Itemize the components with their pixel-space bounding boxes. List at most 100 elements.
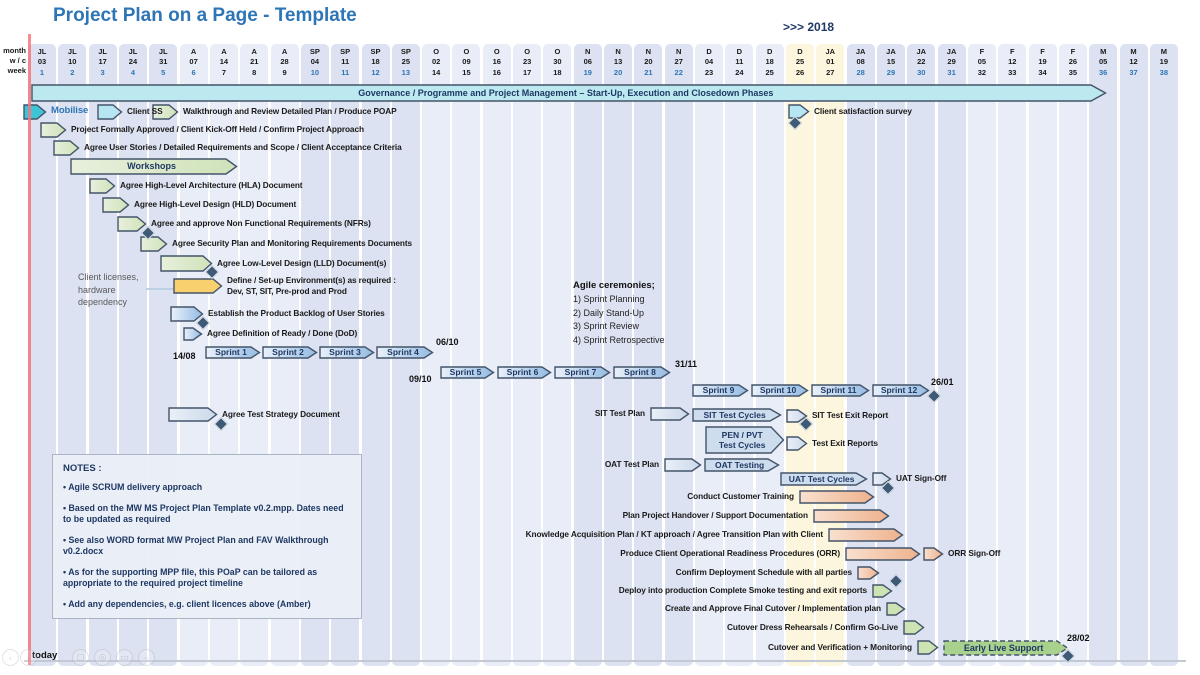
task-label-lld: Agree Low-Level Design (LLD) Document(s) [217, 257, 387, 268]
task-label-user-stories: Agree User Stories / Detailed Requiremen… [84, 142, 402, 152]
week-number: 17 [522, 68, 532, 77]
date-label: 28/02 [1067, 633, 1090, 643]
week-column-34: F 19 34 [1028, 44, 1057, 666]
oat-test-plan-arrow-shape [664, 458, 702, 472]
task-label-sprint-7: Sprint 7 [564, 367, 597, 378]
oat-testing-arrow-shape [704, 458, 780, 472]
week-column-23: D 04 23 [695, 44, 724, 666]
month-label: F [979, 47, 985, 56]
date-label: 29 [947, 57, 956, 66]
task-bar-sprint-6: Sprint 6 [497, 366, 552, 379]
viewer-nav-next-icon[interactable]: › [20, 649, 37, 666]
date-label: 06 [583, 57, 592, 66]
task-label-oat-testing: OAT Testing [714, 459, 765, 470]
viewer-zoom-icon[interactable]: ◎ [94, 649, 111, 666]
governance-arrow-shape [31, 84, 1107, 102]
final-cutover-plan-arrow-shape [886, 602, 906, 616]
dor-dod-arrow-shape [183, 327, 203, 341]
agile-ceremonies-note: Agile ceremonies; 1) Sprint Planning 2) D… [573, 280, 665, 347]
test-exit-reports-arrow-shape [786, 436, 808, 451]
month-label: M [1160, 47, 1167, 56]
date-label: 22 [917, 57, 926, 66]
week-number: 10 [310, 68, 320, 77]
month-label: SP [370, 47, 381, 56]
task-bar-final-cutover-plan [886, 602, 906, 616]
month-label: O [524, 47, 531, 56]
task-label-sprint-6: Sprint 6 [506, 367, 539, 378]
today-marker-line [28, 34, 31, 665]
week-number: 4 [130, 68, 136, 77]
week-column-38: M 19 38 [1149, 44, 1178, 666]
week-number: 24 [735, 68, 744, 77]
week-column-32: F 05 32 [967, 44, 996, 666]
task-label-sprint-2: Sprint 2 [272, 347, 304, 358]
week-column-25: D 18 25 [755, 44, 784, 666]
viewer-minimize-icon[interactable]: − [138, 649, 155, 666]
week-number: 9 [282, 68, 287, 77]
week-number: 28 [856, 68, 865, 77]
environments-arrow-shape [173, 278, 223, 294]
task-label-sprint-8: Sprint 8 [624, 367, 656, 378]
date-label: 13 [613, 57, 623, 66]
month-label: N [676, 47, 682, 56]
task-bar-product-backlog [170, 306, 204, 322]
week-column-24: D 11 24 [725, 44, 754, 666]
notes-panel: NOTES : • Agile SCRUM delivery approach •… [52, 454, 362, 619]
task-bar-sprint-12: Sprint 12 [872, 384, 930, 397]
sprint-8-arrow-shape [613, 366, 671, 379]
month-label: O [554, 47, 561, 56]
agile-ceremonies-title: Agile ceremonies; [573, 280, 655, 291]
note-item: • Agile SCRUM delivery approach [63, 482, 203, 492]
week-number: 12 [371, 68, 380, 77]
date-label: 18 [765, 57, 774, 66]
week-number: 36 [1099, 68, 1108, 77]
task-bar-sit-test-cycles: SIT Test Cycles [692, 408, 782, 422]
task-label-uat-test-cycles: UAT Test Cycles [788, 473, 855, 484]
task-label-customer-training: Conduct Customer Training [687, 491, 794, 501]
task-label-sprint-4: Sprint 4 [387, 347, 419, 358]
viewer-window-icon[interactable]: ▭ [116, 649, 133, 666]
task-label-test-exit-reports: Test Exit Reports [812, 437, 878, 448]
agile-ceremony-item: 1) Sprint Planning [573, 294, 645, 304]
date-label: 25 [795, 57, 805, 66]
viewer-fullscreen-icon[interactable]: ▢ [72, 649, 89, 666]
task-bar-sprint-9: Sprint 9 [692, 384, 749, 397]
task-label-sprint-1: Sprint 1 [215, 347, 247, 358]
viewer-nav-prev-icon[interactable]: ‹ [2, 649, 19, 666]
week-number: 16 [492, 68, 501, 77]
month-label: JA [916, 47, 927, 56]
month-label: A [251, 47, 257, 56]
sprint-1-arrow-shape [205, 346, 261, 359]
date-label: 26/01 [931, 377, 954, 387]
date-label: 06/10 [436, 337, 459, 347]
week-column-36: M 05 36 [1089, 44, 1118, 666]
month-label: F [1040, 47, 1045, 56]
date-label: 04 [310, 57, 320, 66]
week-number: 25 [765, 68, 774, 77]
week-column-26: D 25 26 [786, 44, 814, 666]
month-label: O [433, 47, 440, 56]
lld-arrow-shape [160, 255, 213, 272]
task-bar-sprint-2: Sprint 2 [262, 346, 318, 359]
task-bar-dor-dod [183, 327, 203, 341]
month-label: D [766, 47, 773, 56]
week-number: 31 [947, 68, 956, 77]
sit-test-cycles-arrow-shape [692, 408, 782, 422]
week-number: 38 [1159, 68, 1168, 77]
task-label-sprint-12: Sprint 12 [880, 385, 918, 396]
early-live-support-arrow-shape [943, 640, 1069, 656]
task-bar-sprint-1: Sprint 1 [205, 346, 261, 359]
task-bar-client-satisfaction-survey [788, 104, 810, 119]
month-label: SP [340, 47, 351, 56]
task-label-oat-test-plan: OAT Test Plan [604, 459, 659, 469]
week-column-16: O 16 16 [482, 44, 511, 666]
hld-arrow-shape [102, 197, 130, 213]
task-bar-uat-test-cycles: UAT Test Cycles [780, 472, 868, 486]
workshops-arrow-shape [70, 158, 238, 175]
note-item: • Based on the MW MS Project Plan Templa… [63, 502, 344, 525]
sprint-10-arrow-shape [751, 384, 809, 397]
week-number: 23 [704, 68, 714, 77]
week-column-18: O 30 18 [543, 44, 572, 666]
date-label: 05 [1099, 57, 1108, 66]
